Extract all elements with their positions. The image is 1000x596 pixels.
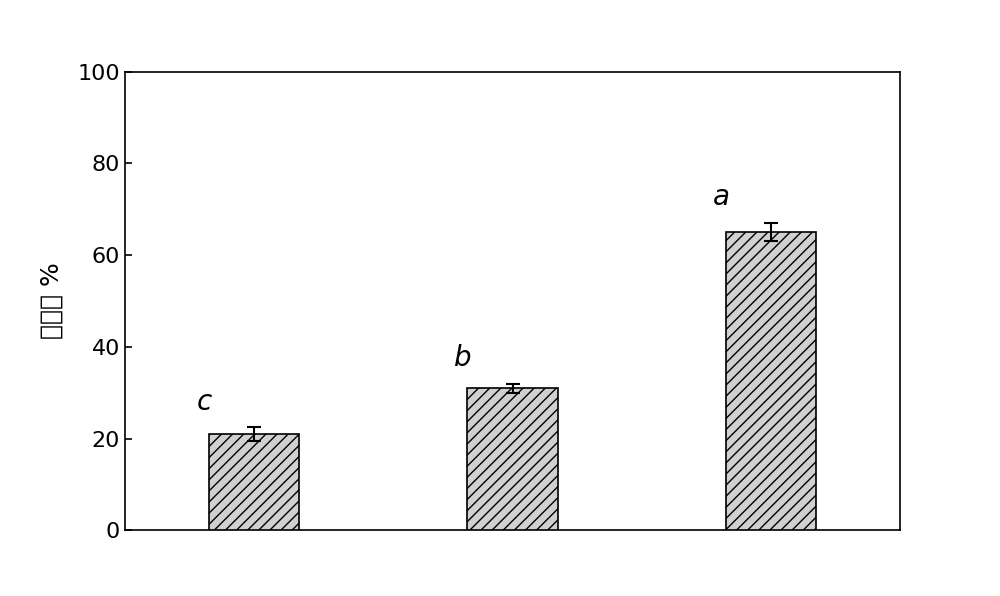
Y-axis label: 存活率 %: 存活率 % [40,263,64,339]
Bar [209,434,299,530]
Text: b: b [454,344,472,372]
Text: c: c [197,388,212,416]
Bar [726,232,816,530]
Text: a: a [713,184,730,212]
Bar [467,388,558,530]
